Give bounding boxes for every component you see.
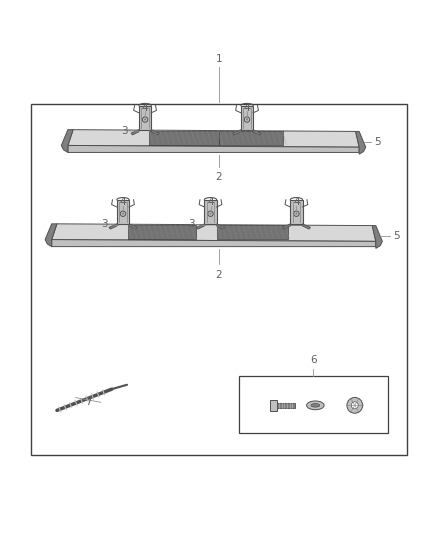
Polygon shape xyxy=(197,224,205,229)
Polygon shape xyxy=(109,224,117,229)
Text: 3: 3 xyxy=(101,220,107,229)
Circle shape xyxy=(120,211,126,216)
Polygon shape xyxy=(290,200,303,224)
Polygon shape xyxy=(253,130,261,135)
Circle shape xyxy=(144,118,146,120)
Circle shape xyxy=(142,117,148,122)
Circle shape xyxy=(294,211,299,216)
Text: 4: 4 xyxy=(293,197,300,207)
Polygon shape xyxy=(128,225,196,239)
Circle shape xyxy=(122,213,124,215)
Polygon shape xyxy=(129,224,137,229)
Circle shape xyxy=(351,402,358,409)
Polygon shape xyxy=(241,106,253,130)
Text: 6: 6 xyxy=(310,355,317,365)
Bar xyxy=(270,400,277,410)
Polygon shape xyxy=(219,131,283,144)
Circle shape xyxy=(244,117,250,122)
Circle shape xyxy=(208,211,213,216)
Polygon shape xyxy=(52,240,376,247)
Text: 2: 2 xyxy=(215,270,223,280)
Circle shape xyxy=(347,398,363,413)
Polygon shape xyxy=(149,131,219,144)
Text: 4: 4 xyxy=(244,103,251,113)
Text: 4: 4 xyxy=(207,197,214,207)
Ellipse shape xyxy=(307,401,324,410)
Polygon shape xyxy=(139,106,151,130)
Circle shape xyxy=(209,213,212,215)
Bar xyxy=(239,376,388,433)
Ellipse shape xyxy=(311,403,320,407)
Polygon shape xyxy=(233,130,241,135)
Text: 5: 5 xyxy=(374,136,381,147)
Polygon shape xyxy=(283,224,290,229)
Text: 1: 1 xyxy=(215,54,223,64)
Polygon shape xyxy=(52,224,376,241)
Text: 4: 4 xyxy=(142,103,148,113)
Polygon shape xyxy=(356,132,366,154)
Text: 5: 5 xyxy=(393,231,400,241)
Polygon shape xyxy=(303,224,311,229)
Polygon shape xyxy=(61,130,73,152)
Polygon shape xyxy=(217,224,225,229)
Polygon shape xyxy=(117,200,129,224)
Polygon shape xyxy=(68,130,359,147)
Polygon shape xyxy=(45,224,57,247)
Polygon shape xyxy=(68,146,359,152)
Bar xyxy=(277,403,295,408)
Polygon shape xyxy=(151,130,159,135)
Text: 2: 2 xyxy=(215,172,223,182)
Bar xyxy=(31,104,407,455)
Polygon shape xyxy=(372,225,382,248)
Circle shape xyxy=(246,118,248,120)
Polygon shape xyxy=(131,130,139,135)
Text: 3: 3 xyxy=(188,220,195,229)
Text: 7: 7 xyxy=(85,397,92,407)
Polygon shape xyxy=(217,225,288,239)
Text: 4: 4 xyxy=(120,197,126,207)
Polygon shape xyxy=(205,200,217,224)
Text: 3: 3 xyxy=(121,126,127,136)
Circle shape xyxy=(295,213,297,215)
